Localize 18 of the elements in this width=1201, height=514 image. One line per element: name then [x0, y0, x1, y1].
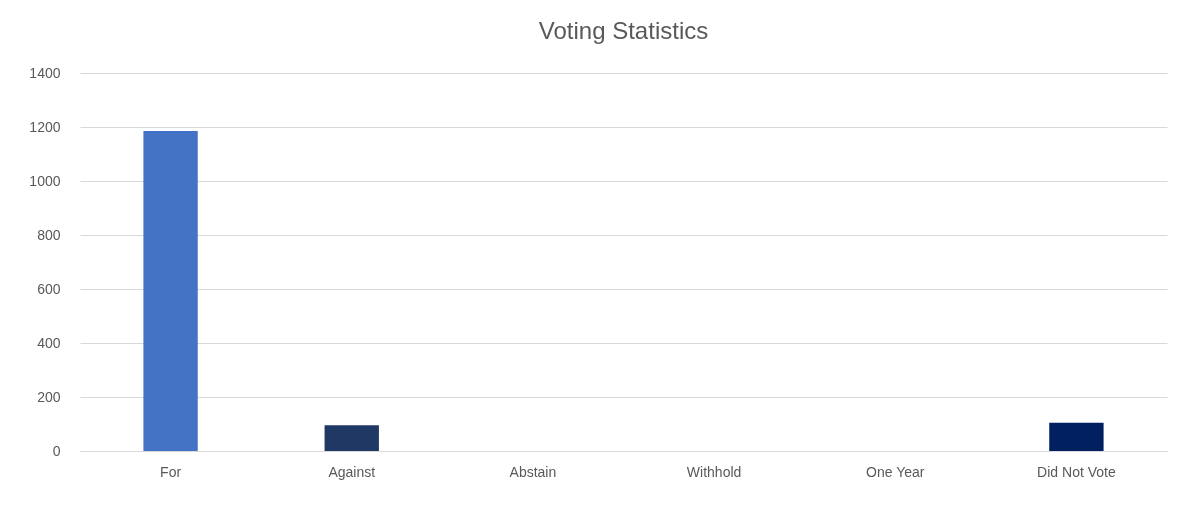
y-tick-label: 800 — [37, 226, 61, 243]
y-tick-label: 0 — [52, 442, 61, 459]
x-tick-label: For — [160, 463, 182, 480]
x-tick-label: Did Not Vote — [1037, 463, 1116, 480]
bar — [324, 425, 379, 451]
x-tick-label: Withhold — [686, 463, 742, 480]
y-tick-label: 1200 — [29, 118, 61, 135]
x-tick-label: Against — [328, 463, 376, 480]
bar — [143, 131, 198, 451]
y-tick-label: 400 — [37, 334, 61, 351]
y-tick-label: 200 — [37, 388, 61, 405]
x-tick-label: One Year — [866, 463, 925, 480]
y-tick-label: 1000 — [29, 172, 61, 189]
y-tick-label: 1400 — [29, 64, 61, 81]
x-tick-label: Abstain — [509, 463, 557, 480]
bar — [1049, 422, 1104, 451]
chart-title: Voting Statistics — [538, 17, 709, 44]
y-tick-label: 600 — [37, 280, 61, 297]
